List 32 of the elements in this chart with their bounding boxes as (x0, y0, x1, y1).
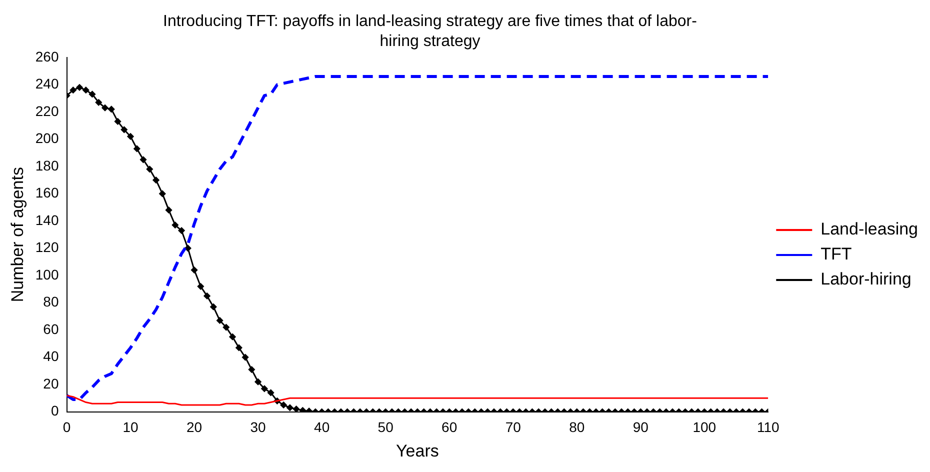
y-tick-label: 0 (50, 402, 59, 419)
x-tick-label: 80 (569, 419, 585, 436)
y-tick-label: 20 (43, 375, 59, 392)
y-tick-label: 160 (35, 184, 59, 201)
legend-label: Land-leasing (820, 220, 918, 239)
y-tick-label: 40 (43, 348, 59, 364)
y-tick-label: 200 (35, 130, 59, 146)
legend-label: TFT (820, 244, 852, 264)
x-tick-label: 20 (186, 419, 202, 436)
x-tick-label: 110 (756, 419, 780, 436)
x-tick-label: 50 (378, 419, 394, 436)
x-tick-label: 10 (122, 419, 139, 436)
x-tick-label: 0 (62, 419, 71, 436)
x-tick-label: 30 (250, 419, 266, 436)
x-tick-label: 100 (692, 419, 716, 436)
y-tick-label: 80 (43, 294, 59, 310)
x-tick-label: 70 (505, 419, 522, 436)
y-tick-label: 180 (35, 157, 59, 174)
x-tick-label: 40 (314, 419, 330, 436)
y-tick-label: 240 (35, 76, 59, 92)
x-tick-label: 60 (442, 419, 458, 436)
x-tick-label: 90 (632, 419, 649, 436)
legend-label: Labor-hiring (820, 270, 912, 289)
y-tick-label: 220 (35, 102, 59, 119)
chart-title: Introducing TFT: payoffs in land-leasing strategy are five times that of labor-hiring strategy (162, 12, 698, 50)
y-tick-label: 100 (35, 266, 59, 282)
y-tick-label: 260 (35, 48, 59, 64)
y-tick-label: 120 (35, 239, 59, 256)
y-tick-label: 140 (35, 212, 59, 228)
x-axis-title: Years (396, 441, 439, 460)
y-tick-label: 60 (43, 320, 59, 337)
y-axis-title: Number of agents (8, 167, 27, 302)
